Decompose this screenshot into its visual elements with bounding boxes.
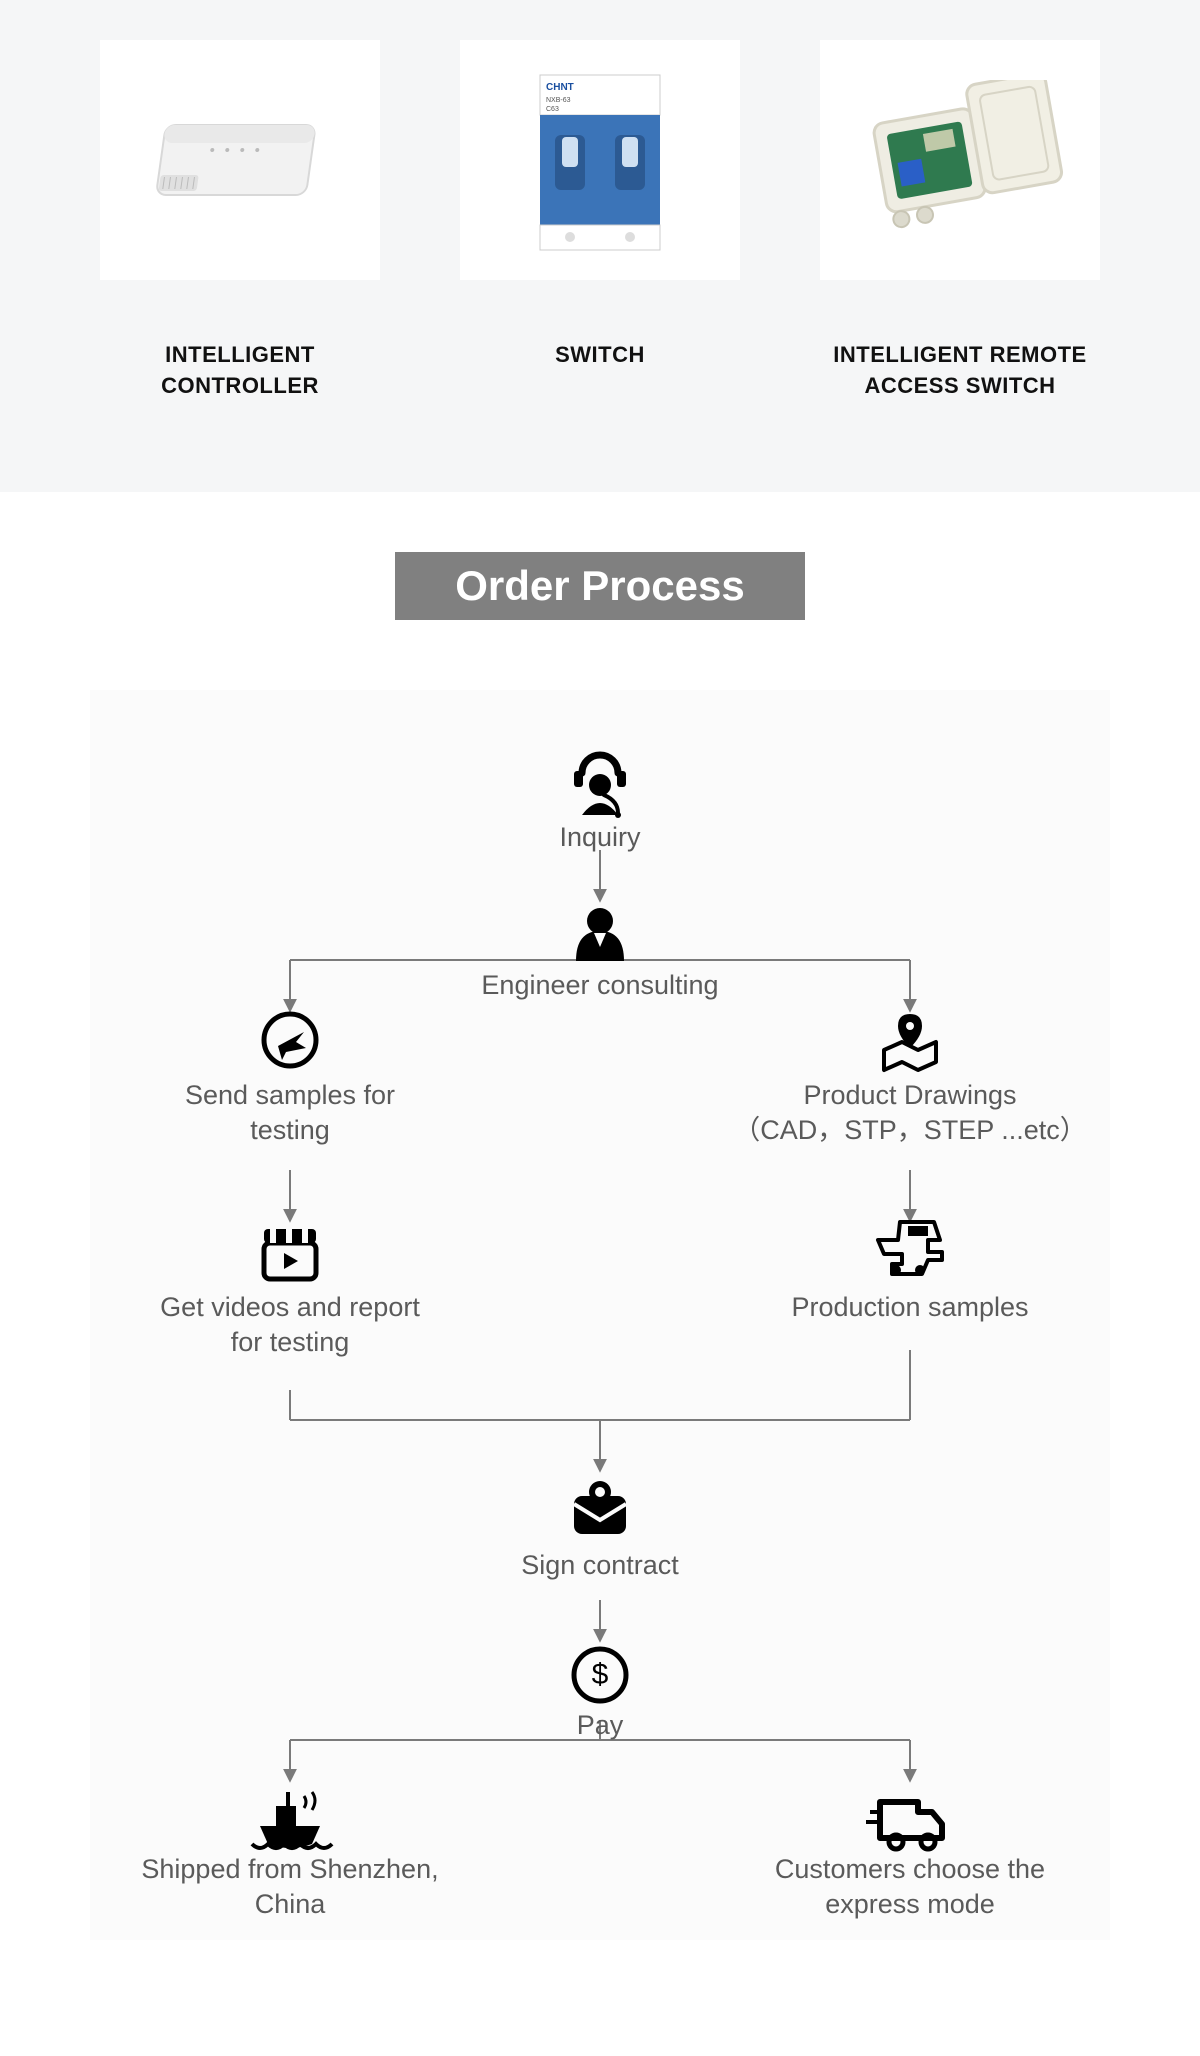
flow-label-express: Customers choose the express mode — [750, 1852, 1070, 1922]
product-label: INTELLIGENT REMOTE ACCESS SWITCH — [820, 340, 1100, 402]
section-title: Order Process — [395, 552, 805, 620]
product-strip: INTELLIGENT CONTROLLER CHNT NXB-63 C63 S… — [0, 0, 1200, 492]
flow-label-videos: Get videos and report for testing — [150, 1290, 430, 1360]
breaker-icon: CHNT NXB-63 C63 — [520, 65, 680, 255]
product-card: CHNT NXB-63 C63 SWITCH — [460, 40, 740, 402]
svg-text:C63: C63 — [546, 106, 559, 113]
product-label: SWITCH — [460, 340, 740, 371]
product-label: INTELLIGENT CONTROLLER — [100, 340, 380, 402]
section-title-wrap: Order Process — [0, 552, 1200, 620]
product-card: INTELLIGENT CONTROLLER — [100, 40, 380, 402]
product-card: INTELLIGENT REMOTE ACCESS SWITCH — [820, 40, 1100, 402]
svg-text:$: $ — [592, 1658, 609, 1691]
flow-label-sign: Sign contract — [521, 1548, 679, 1583]
svg-text:NXB-63: NXB-63 — [546, 97, 571, 104]
product-thumb: CHNT NXB-63 C63 — [460, 40, 740, 280]
svg-text:CHNT: CHNT — [546, 82, 574, 93]
flow-label-prodsamples: Production samples — [791, 1290, 1028, 1325]
flow-label-drawings: Product Drawings （CAD，STP，STEP ...etc） — [733, 1078, 1087, 1148]
remote-switch-icon — [850, 80, 1070, 240]
product-thumb — [100, 40, 380, 280]
flow-label-inquiry: Inquiry — [559, 820, 640, 855]
flow-label-ship: Shipped from Shenzhen, China — [140, 1852, 440, 1922]
product-thumb — [820, 40, 1100, 280]
flow-label-engineer: Engineer consulting — [481, 968, 718, 1003]
order-process-panel: $ Inquiry Engineer consulting Send sampl — [90, 690, 1110, 1940]
flow-label-samples: Send samples for testing — [160, 1078, 420, 1148]
flow-label-pay: Pay — [577, 1708, 624, 1743]
controller-icon — [140, 95, 340, 225]
